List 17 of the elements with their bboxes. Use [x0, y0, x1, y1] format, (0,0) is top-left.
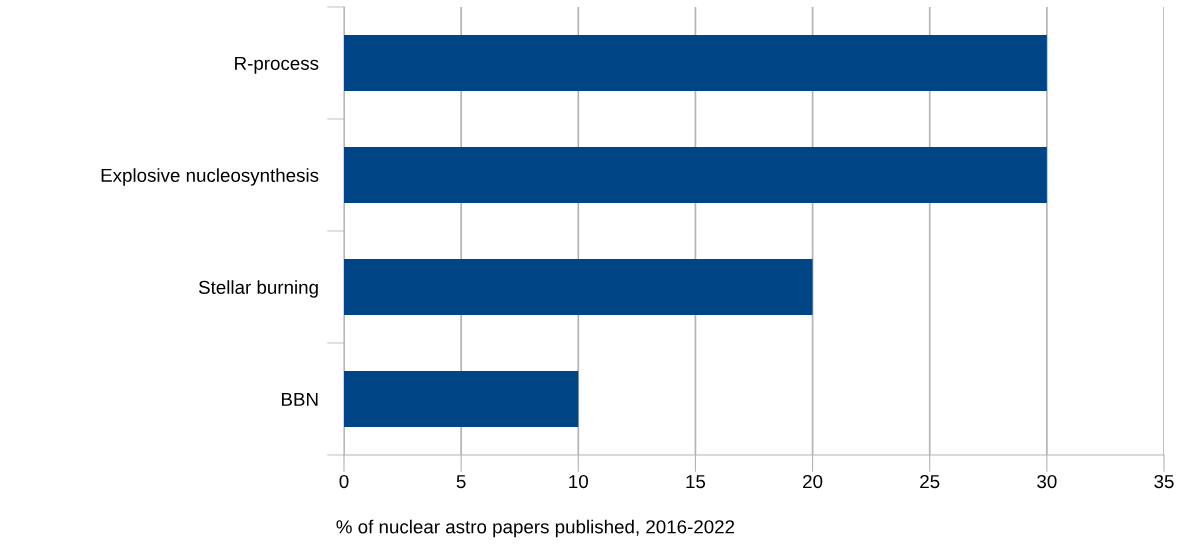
y-tick-label: Stellar burning — [198, 280, 318, 298]
x-axis-title: % of nuclear astro papers published, 2016-2022 — [336, 519, 735, 538]
bar — [344, 35, 1047, 91]
y-tick-label: BBN — [281, 392, 318, 406]
x-tick-label: 30 — [1037, 474, 1057, 489]
x-tick-label: 20 — [803, 474, 823, 489]
bar — [344, 259, 813, 315]
bar — [344, 147, 1047, 203]
bar — [344, 371, 579, 427]
y-tick-label: Explosive nucleosynthesis — [101, 168, 319, 186]
x-tick-label: 10 — [569, 474, 588, 489]
x-tick-label: 5 — [456, 475, 466, 489]
x-tick-label: 35 — [1154, 474, 1174, 489]
x-tick-label: 15 — [686, 475, 706, 489]
x-tick-label: 0 — [339, 474, 349, 489]
x-tick-label: 25 — [920, 474, 940, 489]
y-tick-label: R-process — [235, 56, 319, 74]
